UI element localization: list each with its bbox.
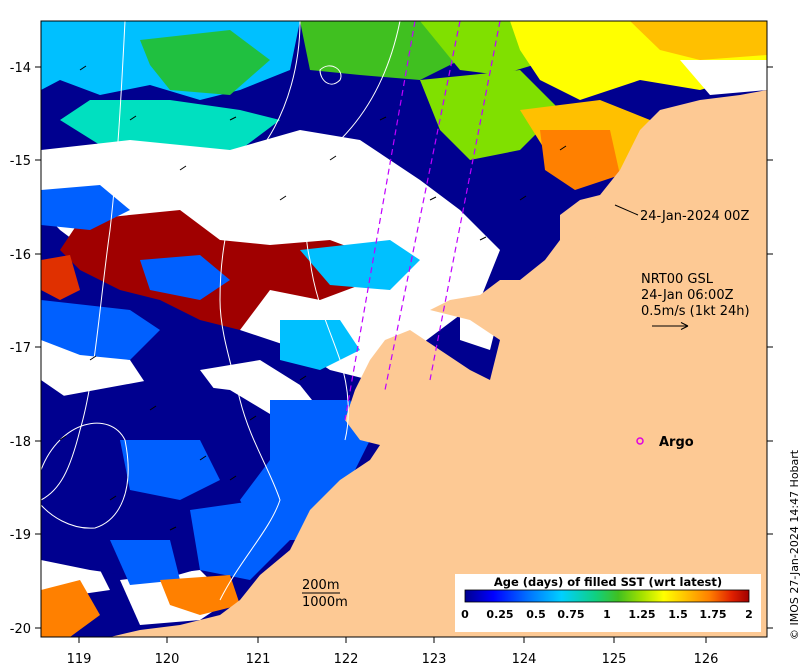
y-tick-label: -18 <box>10 435 31 450</box>
y-tick-label: -16 <box>10 248 31 263</box>
colorbar-tick: 0 <box>461 608 469 621</box>
colorbar-tick: 1.25 <box>628 608 655 621</box>
current-scale-label: 0.5m/s (1kt 24h) <box>641 304 750 319</box>
x-tick-label: 122 <box>334 652 359 667</box>
current-vectors <box>59 65 567 531</box>
colorbar-tick: 0.75 <box>557 608 584 621</box>
y-tick-label: -19 <box>10 528 31 543</box>
y-axis-labels: -14 -15 -16 -17 -18 -19 -20 <box>10 61 31 637</box>
x-tick-label: 121 <box>246 652 271 667</box>
x-tick-label: 120 <box>155 652 180 667</box>
colorbar-tick: 0.25 <box>486 608 513 621</box>
land-mass-coast-fill <box>520 195 620 310</box>
x-tick-label: 125 <box>602 652 627 667</box>
contour-1000-label: 1000m <box>302 595 348 610</box>
colorbar-tick: 0.5 <box>526 608 546 621</box>
colorbar-tick: 1.5 <box>668 608 688 621</box>
colorbar: Age (days) of filled SST (wrt latest) 0 … <box>455 574 761 632</box>
current-scale-arrow <box>652 322 689 330</box>
y-tick-label: -17 <box>10 341 31 356</box>
plot-frame <box>40 20 768 638</box>
x-tick-label: 124 <box>512 652 537 667</box>
track-time-label: 24-Jan-2024 00Z <box>640 209 749 224</box>
map-area <box>41 21 767 637</box>
x-tick-label: 126 <box>694 652 719 667</box>
y-tick-label: -14 <box>10 61 31 76</box>
current-time-label: 24-Jan 06:00Z <box>641 288 734 303</box>
colorbar-title: Age (days) of filled SST (wrt latest) <box>494 575 722 589</box>
colorbar-tick: 1.75 <box>699 608 726 621</box>
colorbar-tick: 2 <box>745 608 753 621</box>
current-source-label: NRT00 GSL <box>641 272 714 287</box>
colorbar-gradient <box>464 589 750 603</box>
axis-ticks <box>35 66 773 643</box>
x-tick-label: 123 <box>422 652 447 667</box>
x-axis-labels: 119 120 121 122 123 124 125 126 <box>67 652 719 667</box>
colorbar-background <box>455 574 761 632</box>
contour-200-label: 200m <box>302 578 339 593</box>
track-time-pointer <box>614 204 639 216</box>
colorbar-tick: 1 <box>603 608 611 621</box>
bathymetry-contours <box>41 21 401 601</box>
y-tick-label: -15 <box>10 154 31 169</box>
argo-label: Argo <box>659 435 694 450</box>
credit-text: © IMOS 27-Jan-2024 14:47 Hobart <box>788 449 801 640</box>
satellite-tracks <box>344 21 501 421</box>
y-tick-label: -20 <box>10 622 31 637</box>
argo-float-marker <box>636 437 644 445</box>
x-tick-label: 119 <box>67 652 92 667</box>
